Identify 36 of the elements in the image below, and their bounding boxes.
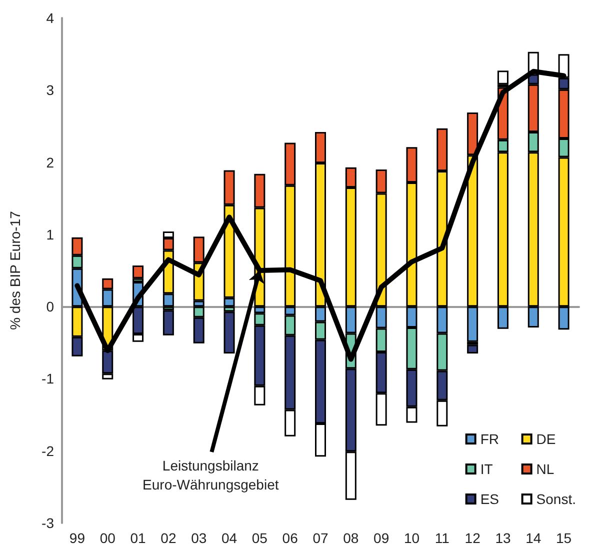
x-tick-label: 12 (464, 530, 481, 546)
annotation: Leistungsbilanz Euro-Währungsgebiet (142, 457, 279, 492)
bar (467, 344, 478, 354)
x-tick-label: 08 (343, 530, 359, 546)
legend-label: IT (480, 461, 494, 477)
x-tick-label: 02 (160, 530, 176, 546)
legend-label: Sonst. (536, 491, 576, 507)
x-tick-label: 07 (312, 530, 328, 546)
y-tick-label: 4 (46, 10, 54, 26)
x-tick-label: 05 (252, 530, 268, 546)
bar (132, 265, 144, 278)
legend-label: ES (480, 491, 500, 507)
y-tick-label: 2 (46, 154, 54, 170)
x-tick-label: 10 (404, 530, 420, 546)
x-tick-label: 00 (100, 530, 116, 546)
x-tick-label: 06 (282, 530, 298, 546)
x-tick-label: 15 (556, 530, 572, 546)
y-axis-title: % des BIP Euro-17 (7, 210, 23, 330)
x-tick-label: 09 (374, 530, 390, 546)
legend-label: NL (536, 461, 554, 477)
x-tick-label: 01 (130, 530, 146, 546)
x-tick-label: 04 (221, 530, 238, 546)
y-tick-label: -2 (42, 442, 54, 459)
x-tick-label: 99 (69, 530, 86, 546)
y-tick-label: -1 (42, 370, 54, 387)
y-tick-label: 0 (46, 298, 54, 315)
x-tick-label: 11 (434, 530, 450, 546)
y-tick-label: 3 (46, 82, 54, 98)
legend-label: FR (480, 431, 499, 447)
x-tick-label: 14 (526, 530, 542, 546)
legend-label: DE (536, 431, 556, 447)
bar (162, 310, 174, 336)
y-tick-label: -3 (42, 515, 54, 531)
x-tick-label: 13 (495, 530, 511, 546)
y-tick-label: 1 (46, 226, 54, 242)
x-tick-label: 03 (191, 530, 207, 546)
